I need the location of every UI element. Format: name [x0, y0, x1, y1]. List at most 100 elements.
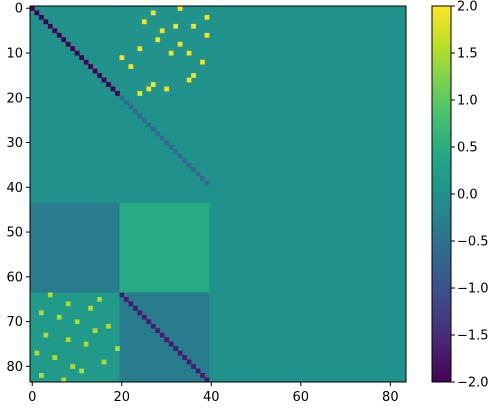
heatmap-spike-cell	[186, 77, 192, 83]
heatmap-diagonal-cell	[132, 108, 138, 114]
heatmap-spike-cell	[146, 86, 152, 92]
heatmap-diagonal-cell	[200, 176, 205, 181]
heatmap-diagonal-cell	[159, 332, 165, 338]
heatmap-spike-cell	[101, 359, 107, 365]
heatmap-spike-cell	[115, 346, 120, 351]
heatmap-diagonal-cell	[155, 131, 161, 137]
heatmap-spike-cell	[155, 37, 161, 43]
heatmap-spike-cell	[159, 28, 165, 34]
heatmap-spike-cell	[47, 292, 53, 298]
x-tick-label: 20	[113, 390, 130, 405]
heatmap-spike-cell	[186, 50, 192, 56]
x-tick-label: 0	[28, 390, 36, 405]
heatmap-spike-cell	[150, 10, 156, 16]
heatmap-diagonal-cell	[92, 68, 98, 74]
heatmap-diagonal-cell	[195, 171, 201, 177]
y-tick-label: 20	[6, 91, 23, 106]
x-axis: 0 20 40 60 80	[28, 382, 399, 405]
colorbar-tick-label: −1.0	[457, 282, 489, 297]
heatmap-diagonal-cell	[43, 19, 49, 25]
colorbar	[431, 5, 452, 383]
heatmap-diagonal-cell	[186, 162, 192, 168]
heatmap-diagonal-cell	[119, 95, 125, 101]
heatmap-diagonal-cell	[132, 305, 138, 311]
heatmap-diagonal-cell	[155, 328, 161, 334]
heatmap-diagonal-cell	[137, 113, 143, 119]
heatmap-diagonal-cell	[124, 100, 129, 105]
heatmap-block	[119, 6, 210, 96]
heatmap-spike-cell	[83, 341, 89, 347]
heatmap-diagonal-cell	[137, 310, 143, 316]
heatmap-diagonal-cell	[110, 86, 116, 92]
heatmap-diagonal-cell	[177, 350, 183, 356]
heatmap-diagonal-cell	[61, 37, 67, 43]
heatmap-diagonal-cell	[150, 323, 156, 329]
heatmap-diagonal-cell	[173, 149, 179, 155]
heatmap-spike-cell	[56, 314, 62, 320]
heatmap-diagonal-cell	[168, 341, 174, 347]
heatmap-diagonal-cell	[70, 46, 76, 52]
heatmap-diagonal-cell	[168, 144, 174, 150]
heatmap-spike-cell	[128, 64, 134, 69]
heatmap-spike-cell	[106, 323, 111, 329]
heatmap-spike-cell	[191, 23, 196, 29]
heatmap-diagonal-cell	[204, 377, 210, 383]
heatmap-spike-cell	[141, 19, 147, 25]
heatmap-block	[30, 202, 120, 293]
heatmap-spike-cell	[65, 337, 71, 343]
heatmap-diagonal-cell	[191, 167, 196, 172]
plot-frame	[29, 5, 407, 383]
heatmap-spike-cell	[191, 73, 196, 78]
heatmap-diagonal-cell	[115, 91, 120, 96]
heatmap-spike-cell	[177, 41, 183, 47]
heatmap-diagonal-cell	[106, 82, 111, 87]
heatmap-diagonal-cell	[65, 41, 71, 47]
heatmap-spike-cell	[97, 296, 102, 302]
colorbar-tick-label: −2.0	[457, 376, 489, 391]
colorbar-tick-label: 1.5	[457, 47, 478, 62]
heatmap-spike-cell	[168, 50, 174, 56]
x-tick-label: 60	[293, 390, 310, 405]
heatmap-spike-cell	[92, 328, 98, 334]
colorbar-tick-label: 0.0	[457, 188, 478, 203]
heatmap-spike-cell	[43, 332, 49, 338]
x-tick-label: 80	[382, 390, 399, 405]
heatmap-diagonal-cell	[150, 126, 156, 132]
heatmap-spike-cell	[88, 305, 93, 311]
heatmap-diagonal-cell	[182, 158, 187, 163]
y-tick-label: 30	[6, 136, 23, 151]
heatmap-diagonal-cell	[88, 64, 93, 69]
heatmap-diagonal-cell	[164, 337, 170, 343]
heatmap-spike-cell	[70, 364, 76, 369]
heatmap-diagonal-cell	[141, 314, 147, 320]
heatmap-spike-cell	[34, 350, 40, 356]
y-tick-label: 80	[6, 360, 23, 375]
heatmap-diagonal-cell	[177, 153, 183, 159]
heatmap-spike-cell	[204, 14, 210, 20]
heatmap-spike-cell	[137, 91, 143, 96]
heatmap-diagonal-cell	[186, 359, 192, 365]
heatmap-diagonal-cell	[38, 14, 44, 20]
heatmap-spike-cell	[164, 86, 170, 92]
heatmap-spike-cell	[177, 6, 183, 11]
heatmap-spike-cell	[150, 82, 156, 87]
heatmap-diagonal-cell	[141, 117, 147, 123]
heatmap-diagonal-cell	[182, 355, 187, 360]
y-tick-label: 0	[15, 2, 23, 17]
y-tick-label: 60	[6, 270, 23, 285]
heatmap-diagonal-cell	[101, 77, 107, 83]
x-tick-label: 40	[203, 390, 220, 405]
heatmap-diagonal-cell	[30, 6, 35, 11]
y-axis: 0 10 20 30 40 50 60 70 80	[6, 2, 30, 375]
y-tick-label: 50	[6, 226, 23, 241]
heatmap-diagonal-cell	[164, 140, 170, 146]
heatmap-diagonal-cell	[74, 50, 80, 56]
y-tick-label: 10	[6, 47, 23, 62]
heatmap-diagonal-cell	[173, 346, 179, 351]
y-tick-label: 40	[6, 181, 23, 196]
colorbar-tick-label: 2.0	[457, 0, 478, 15]
y-tick-label: 70	[6, 315, 23, 330]
heatmap-spike-cell	[119, 55, 125, 61]
heatmap-spike-cell	[200, 59, 205, 65]
